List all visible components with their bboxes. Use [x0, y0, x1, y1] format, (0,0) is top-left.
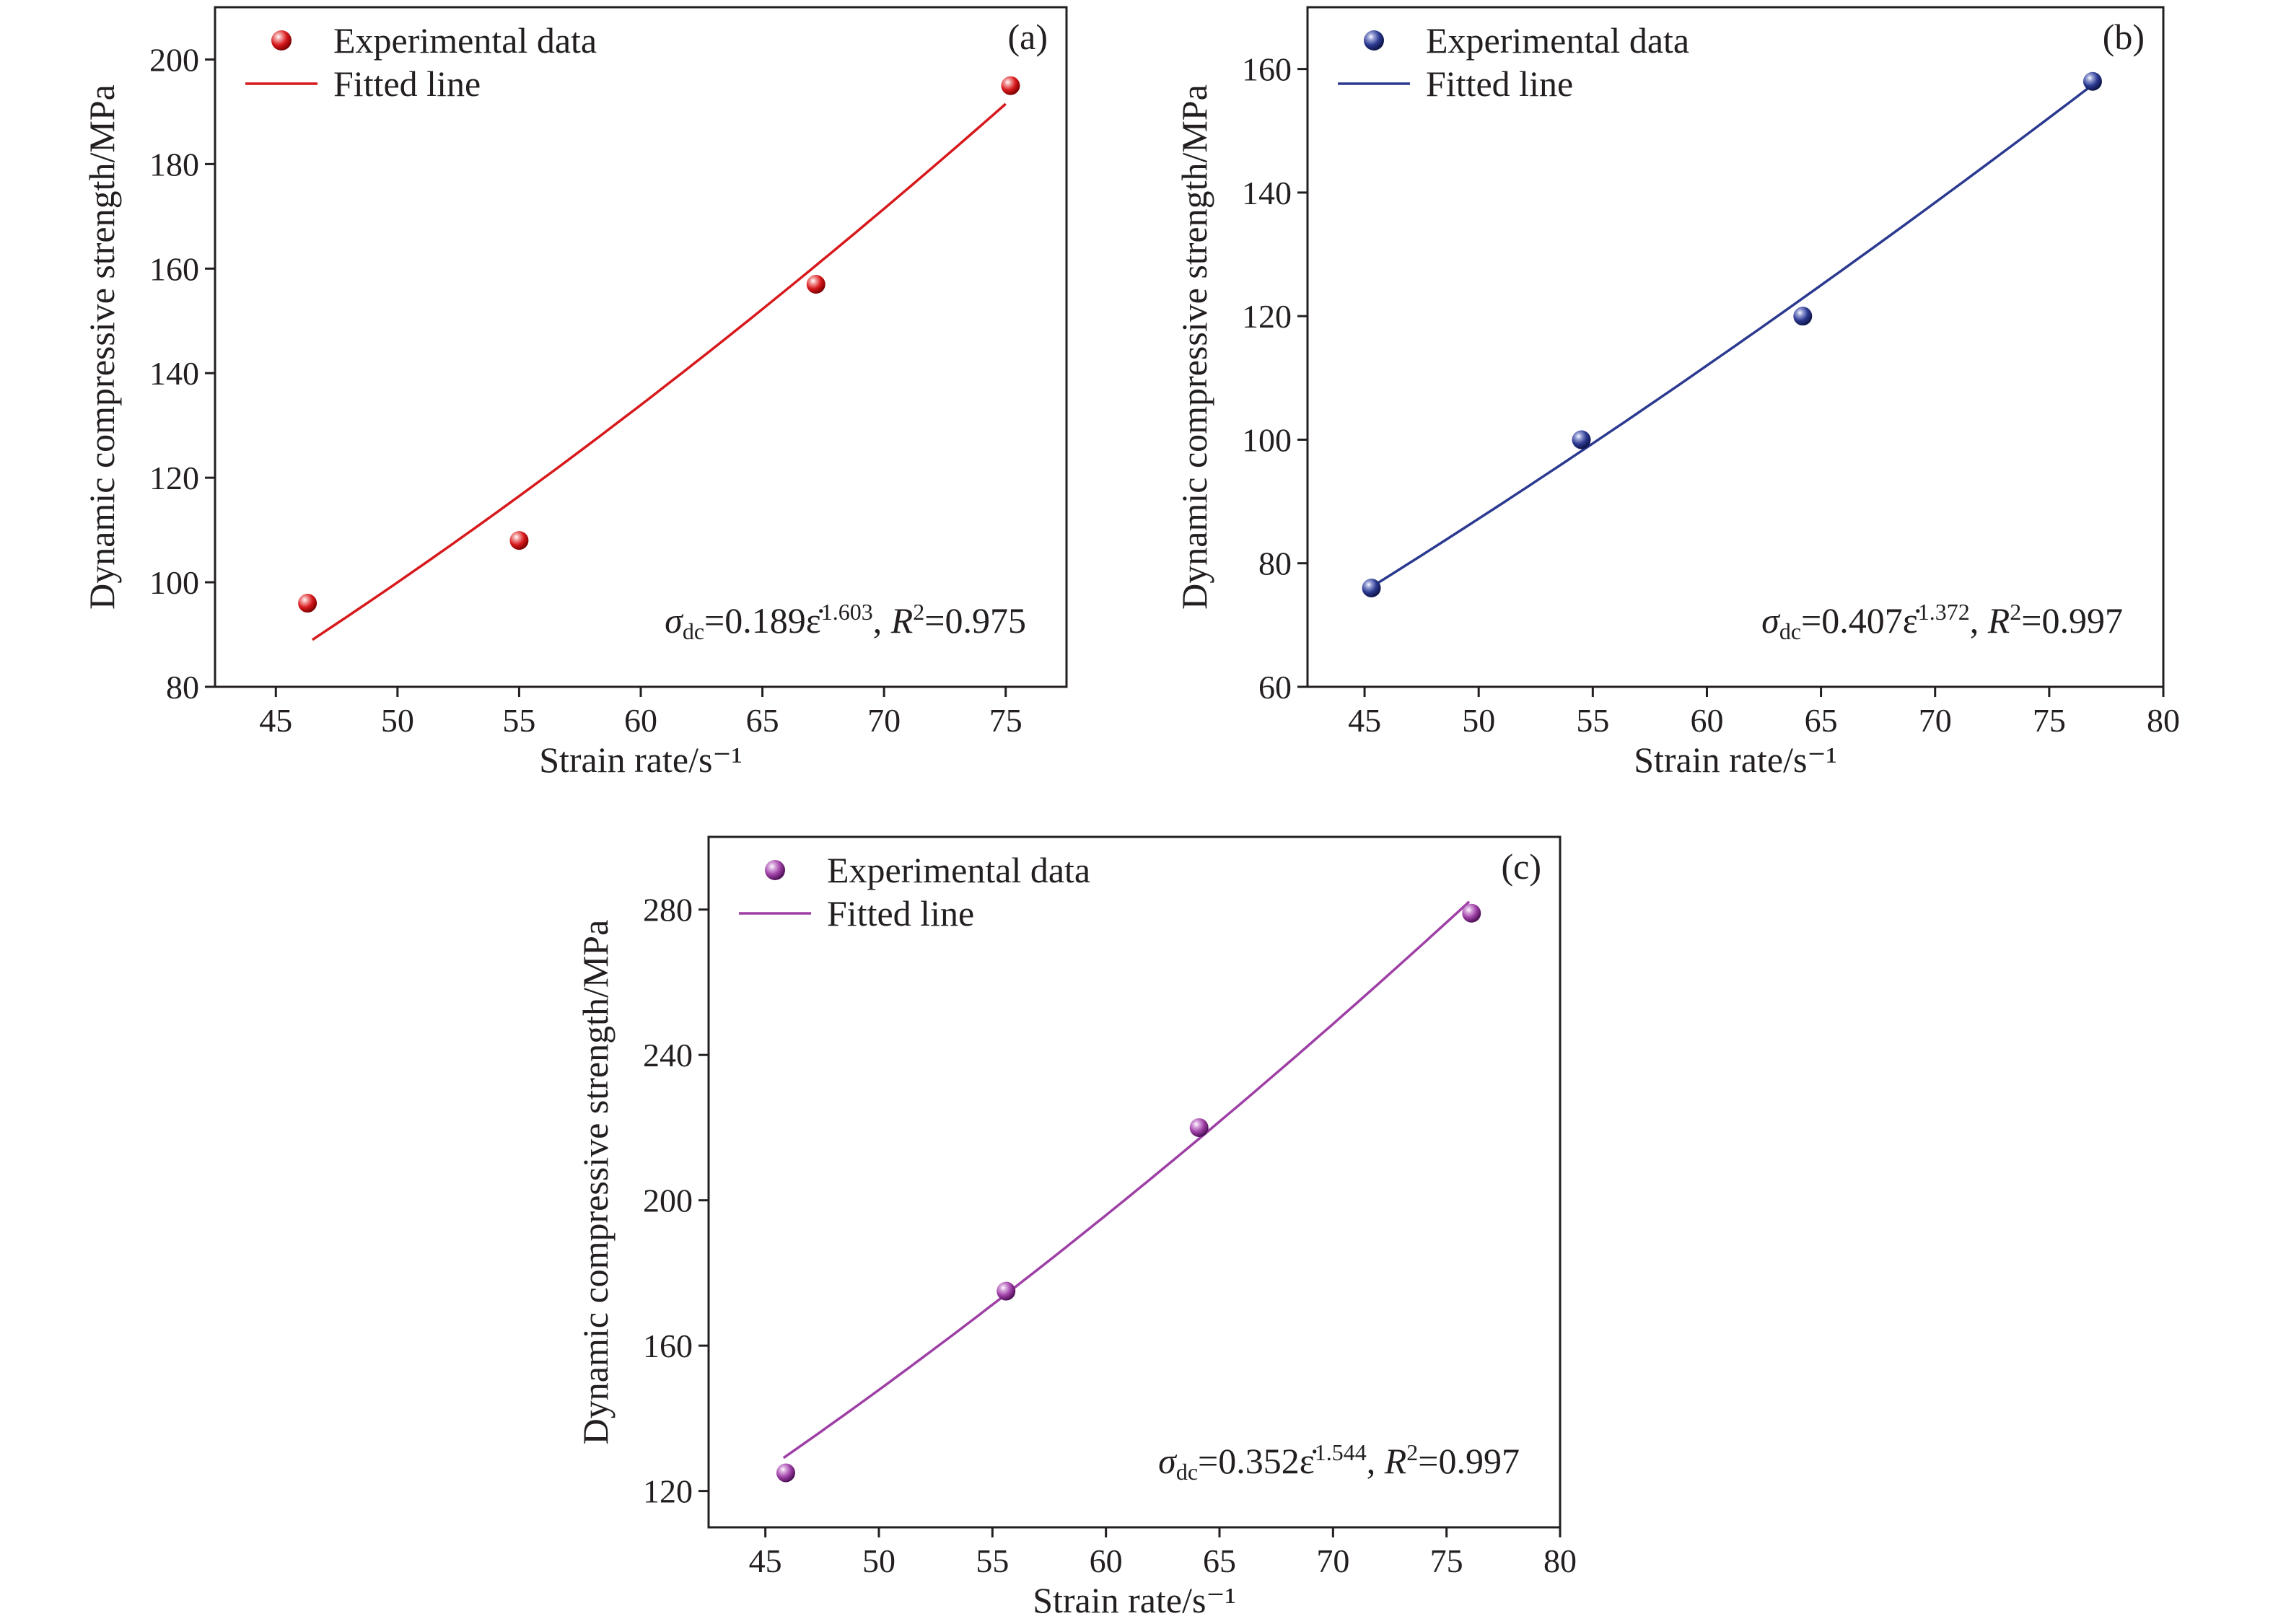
data-point: [2083, 71, 2102, 91]
x-tick-label: 50: [381, 702, 414, 739]
data-point: [1793, 307, 1813, 326]
x-tick-label: 65: [1203, 1542, 1236, 1579]
panel-label: (c): [1502, 846, 1542, 887]
panel-label: (b): [2103, 17, 2145, 57]
legend-label-fitted: Fitted line: [827, 893, 974, 934]
data-point: [1189, 1118, 1209, 1137]
chart-panel-1: 45 50 55 60 65 70 75 80 60 80 100 120 140 160 Strain r…: [1174, 6, 2180, 780]
x-tick-label: 55: [1576, 702, 1609, 739]
fitted-line: [311, 102, 1007, 641]
y-tick-label: 60: [1258, 669, 1292, 706]
legend-label-experimental: Experimental data: [827, 850, 1090, 890]
legend-marker-experimental: [765, 860, 785, 880]
data-point: [1572, 430, 1591, 449]
x-tick-label: 45: [259, 702, 292, 739]
data-point: [806, 275, 825, 294]
x-tick-label: 55: [976, 1542, 1009, 1579]
panel-label: (a): [1008, 17, 1048, 57]
y-tick-label: 140: [1242, 175, 1292, 211]
y-tick-label: 160: [643, 1327, 693, 1364]
y-tick-label: 140: [149, 355, 199, 392]
y-tick-label: 240: [643, 1037, 693, 1074]
x-tick-label: 75: [1430, 1542, 1463, 1579]
fitted-line: [782, 900, 1471, 1460]
y-axis-title: Dynamic compressive strength/MPa: [1174, 84, 1214, 610]
chart-panel-0: 45 50 55 60 65 70 75 80 100 120 140 160 180 200 Strain…: [82, 6, 1068, 780]
plot-frame: [214, 6, 1068, 688]
x-tick-label: 75: [989, 702, 1022, 739]
data-point: [776, 1463, 795, 1483]
legend-label-fitted: Fitted line: [333, 63, 481, 104]
y-tick-label: 180: [149, 146, 199, 183]
fitted-line: [1370, 82, 2096, 589]
data-point: [1001, 76, 1020, 95]
y-tick-label: 280: [643, 892, 693, 929]
fit-equation: σdc=0.189ε̇1.603, R2=0.975: [665, 599, 1026, 644]
fit-equation: σdc=0.407ε̇1.372, R2=0.997: [1761, 599, 2123, 644]
x-axis-title: Strain rate/s⁻¹: [539, 739, 743, 780]
x-tick-label: 50: [1462, 702, 1495, 739]
x-tick-label: 80: [1543, 1542, 1577, 1579]
legend-label-experimental: Experimental data: [333, 20, 597, 61]
y-tick-label: 120: [149, 460, 199, 496]
x-tick-label: 60: [624, 702, 657, 739]
x-tick-label: 65: [746, 702, 779, 739]
y-tick-label: 120: [1242, 298, 1292, 335]
data-point: [997, 1281, 1016, 1301]
y-tick-label: 200: [149, 41, 199, 78]
x-tick-label: 60: [1090, 1542, 1123, 1579]
data-point: [1462, 903, 1481, 923]
x-axis-title: Strain rate/s⁻¹: [1634, 739, 1837, 780]
x-tick-label: 55: [502, 702, 535, 739]
fit-equation: σdc=0.352ε̇1.544, R2=0.997: [1158, 1439, 1520, 1485]
y-axis-title: Dynamic compressive strength/MPa: [575, 920, 616, 1445]
y-tick-label: 100: [149, 564, 199, 601]
x-tick-label: 45: [749, 1542, 782, 1579]
x-tick-label: 50: [862, 1542, 895, 1579]
x-tick-label: 70: [1919, 702, 1952, 739]
data-point: [509, 531, 529, 550]
legend-marker-experimental: [1364, 30, 1384, 51]
y-tick-label: 200: [643, 1182, 693, 1219]
y-tick-label: 160: [149, 250, 199, 287]
x-tick-label: 45: [1348, 702, 1381, 739]
legend-label-experimental: Experimental data: [1426, 20, 1689, 61]
x-tick-label: 65: [1805, 702, 1838, 739]
plot-frame: [707, 835, 1562, 1529]
legend-marker-experimental: [271, 30, 292, 51]
x-tick-label: 75: [2033, 702, 2066, 739]
x-tick-label: 70: [867, 702, 901, 739]
y-axis-title: Dynamic compressive strength/MPa: [82, 84, 122, 610]
x-axis-title: Strain rate/s⁻¹: [1033, 1580, 1236, 1620]
y-tick-label: 120: [643, 1473, 693, 1510]
y-tick-label: 160: [1242, 51, 1292, 88]
y-tick-label: 80: [1258, 545, 1292, 582]
y-tick-label: 80: [166, 669, 199, 706]
data-point: [298, 594, 317, 613]
x-tick-label: 70: [1316, 1542, 1349, 1579]
plot-frame: [1306, 6, 2165, 688]
legend-label-fitted: Fitted line: [1426, 63, 1573, 104]
y-tick-label: 100: [1242, 421, 1292, 458]
data-point: [1362, 578, 1381, 597]
x-tick-label: 80: [2147, 702, 2180, 739]
x-tick-label: 60: [1690, 702, 1723, 739]
chart-panel-2: 45 50 55 60 65 70 75 80 120 160 200 240 280 Strain ra…: [575, 835, 1577, 1620]
